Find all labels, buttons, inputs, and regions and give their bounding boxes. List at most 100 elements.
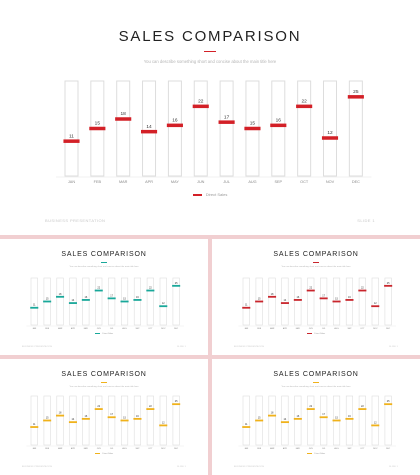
slide-title: SALES COMPARISON — [273, 371, 359, 378]
bar-marker-dec — [347, 95, 364, 99]
category-label-may: MAY — [171, 180, 179, 184]
footer-right: SLIDE 1 — [177, 346, 186, 348]
category-label-jan: JAN — [244, 327, 248, 330]
bar-marker-mar — [56, 414, 65, 417]
bar-marker-feb — [255, 419, 264, 422]
category-label-mar: MAR — [270, 447, 275, 450]
bar-column-nov — [159, 395, 167, 446]
category-label-sep: SEP — [347, 448, 352, 450]
data-label-dec: 25 — [353, 89, 359, 95]
category-label-jan: JAN — [244, 447, 248, 450]
slide-thumbnail-yellow[interactable]: SALES COMPARISON You can describe someth… — [0, 359, 208, 475]
data-label-mar: 18 — [121, 111, 127, 117]
legend: Direct Sales — [212, 333, 420, 335]
data-label-nov: 12 — [327, 130, 333, 136]
slide-subtitle: You can describe something short and con… — [143, 59, 277, 64]
category-label-feb: FEB — [45, 328, 50, 330]
bar-column-jul — [320, 277, 328, 326]
bar-marker-jan — [63, 139, 80, 143]
category-label-apr: APR — [71, 327, 76, 330]
data-label-aug: 15 — [123, 416, 126, 419]
data-label-jan: 11 — [33, 423, 36, 426]
bar-column-mar — [56, 277, 64, 326]
bar-column-apr — [142, 80, 157, 177]
category-label-feb: FEB — [257, 328, 262, 330]
data-label-jul: 17 — [110, 413, 113, 416]
category-label-feb: FEB — [94, 180, 102, 184]
bar-column-oct — [297, 80, 312, 177]
bar-marker-oct — [358, 289, 367, 292]
bar-chart: 11 JAN 15 FEB 18 MAR 14 APR 16 MAY 22 JUN 17 JUL 15 AUG… — [238, 277, 396, 330]
bar-marker-aug — [332, 419, 341, 422]
legend-label: Direct Sales — [205, 192, 228, 197]
category-label-apr: APR — [145, 180, 153, 184]
title-underline — [101, 262, 107, 263]
bar-marker-may — [293, 299, 302, 301]
category-label-aug: AUG — [122, 327, 127, 330]
legend-label: Direct Sales — [102, 453, 114, 456]
category-label-jul: JUL — [322, 448, 326, 450]
bar-column-sep — [345, 277, 353, 326]
data-label-nov: 12 — [162, 421, 165, 424]
data-label-dec: 25 — [387, 282, 390, 285]
bar-marker-sep — [133, 299, 142, 301]
legend-swatch — [94, 333, 100, 334]
slide-thumbnail-yellow-alt[interactable]: SALES COMPARISON You can describe someth… — [212, 359, 420, 475]
category-label-nov: NOV — [161, 328, 166, 330]
category-label-jun: JUN — [97, 328, 101, 330]
footer-left: BUSINESS PRESENTATION — [22, 466, 53, 468]
slide-thumbnail-teal[interactable]: SALES COMPARISON You can describe someth… — [0, 239, 208, 355]
bar-column-jan — [30, 277, 38, 326]
category-label-nov: NOV — [373, 448, 378, 450]
bar-marker-aug — [120, 300, 129, 303]
bar-marker-mar — [268, 295, 277, 298]
data-label-dec: 25 — [175, 282, 178, 285]
bar-chart: 11 JAN 15 FEB 18 MAR 14 APR 16 MAY 22 JUN 17 JUL 15 AUG… — [26, 277, 184, 330]
legend-swatch — [306, 453, 312, 454]
data-label-oct: 22 — [149, 287, 152, 290]
bar-marker-mar — [56, 295, 65, 298]
bar-column-mar — [268, 277, 276, 326]
data-label-aug: 15 — [123, 297, 126, 300]
data-label-jun: 22 — [198, 98, 204, 104]
category-label-oct: OCT — [360, 328, 365, 330]
bar-column-may — [167, 80, 182, 177]
data-label-feb: 15 — [46, 416, 49, 419]
data-label-may: 16 — [296, 296, 299, 299]
data-label-apr: 14 — [284, 418, 287, 421]
data-label-jul: 17 — [322, 294, 325, 297]
data-label-jul: 17 — [110, 294, 113, 297]
data-label-jun: 22 — [309, 405, 312, 408]
bar-marker-jan — [30, 426, 39, 428]
bar-column-jan — [242, 277, 250, 326]
data-label-dec: 25 — [175, 400, 178, 403]
data-label-apr: 14 — [284, 299, 287, 302]
category-label-aug: AUG — [122, 447, 127, 450]
data-label-oct: 22 — [361, 287, 364, 290]
bar-marker-may — [81, 417, 90, 420]
bar-marker-apr — [68, 302, 77, 304]
category-label-mar: MAR — [58, 327, 63, 330]
bar-marker-apr — [140, 129, 158, 134]
bar-column-dec — [384, 277, 392, 326]
bar-marker-jun — [192, 104, 209, 109]
data-label-mar: 18 — [271, 293, 274, 296]
slide-thumbnail-red[interactable]: SALES COMPARISON You can describe someth… — [212, 239, 420, 355]
slide-title: SALES COMPARISON — [61, 371, 147, 378]
data-label-may: 16 — [172, 117, 178, 123]
bar-marker-apr — [280, 302, 289, 304]
category-label-dec: DEC — [386, 448, 391, 450]
category-label-jan: JAN — [68, 180, 75, 184]
data-label-sep: 16 — [136, 296, 139, 299]
bar-marker-oct — [358, 408, 367, 410]
bar-column-oct — [358, 277, 366, 326]
bar-marker-jul — [319, 416, 328, 419]
category-label-may: MAY — [84, 447, 89, 450]
bar-column-nov — [371, 277, 379, 326]
category-label-dec: DEC — [352, 180, 360, 184]
slide-subtitle: You can describe something short and con… — [69, 266, 139, 268]
bar-column-jun — [307, 395, 315, 446]
bar-marker-oct — [146, 408, 155, 410]
bar-column-mar — [268, 395, 276, 446]
category-label-nov: NOV — [326, 180, 335, 184]
